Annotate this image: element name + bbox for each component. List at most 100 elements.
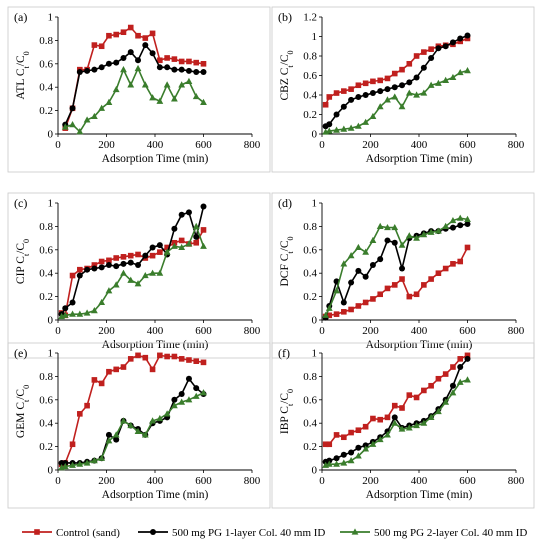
data-point bbox=[193, 239, 200, 246]
data-point bbox=[120, 254, 127, 260]
data-point bbox=[428, 54, 435, 61]
data-point bbox=[164, 64, 171, 71]
data-point bbox=[322, 311, 330, 318]
series-500-mg-pg-2-layer-col-40-mm-id bbox=[61, 64, 207, 135]
data-point bbox=[120, 417, 127, 424]
data-point bbox=[178, 66, 185, 73]
data-point bbox=[325, 460, 333, 467]
series-control-sand bbox=[322, 244, 471, 320]
x-tick-label: 400 bbox=[411, 139, 428, 151]
legend-label: 500 mg PG 2-layer Col. 40 mm ID bbox=[374, 527, 527, 539]
y-tick-label: 1 bbox=[312, 198, 318, 210]
data-point bbox=[105, 60, 112, 67]
legend-marker bbox=[150, 529, 156, 535]
data-point bbox=[105, 287, 113, 294]
data-point bbox=[193, 68, 200, 75]
x-tick-label: 800 bbox=[244, 475, 261, 487]
data-point bbox=[90, 307, 98, 314]
y-tick-label: 0.8 bbox=[39, 371, 53, 383]
panel-frame bbox=[7, 342, 271, 509]
data-point bbox=[185, 396, 193, 403]
data-point bbox=[69, 310, 76, 317]
y-tick-label: 0.4 bbox=[39, 418, 53, 430]
data-point bbox=[340, 125, 348, 132]
data-point bbox=[69, 105, 76, 112]
data-point bbox=[69, 461, 76, 468]
data-point bbox=[98, 264, 105, 271]
data-point bbox=[164, 353, 170, 360]
panel-4: 0 200 400 600 800 0 0.2 0.4 0.6 0.8 1 Adsorption Ti… bbox=[271, 192, 535, 359]
data-point bbox=[76, 272, 83, 279]
x-tick-label: 400 bbox=[147, 475, 164, 487]
data-point bbox=[112, 85, 120, 93]
y-tick-label: 0.6 bbox=[39, 58, 53, 70]
data-point bbox=[384, 414, 391, 421]
data-point bbox=[120, 260, 127, 267]
data-point bbox=[348, 306, 354, 313]
data-point bbox=[120, 269, 127, 276]
data-point bbox=[449, 224, 456, 231]
data-point bbox=[456, 378, 464, 385]
data-point bbox=[369, 262, 376, 269]
data-point bbox=[113, 436, 120, 443]
data-point bbox=[127, 81, 135, 88]
y-tick-label: 0.4 bbox=[303, 418, 317, 430]
data-point bbox=[355, 303, 362, 309]
data-point bbox=[322, 441, 329, 448]
data-point bbox=[84, 266, 91, 273]
data-point bbox=[83, 459, 91, 466]
y-tick-label: 0.8 bbox=[39, 221, 53, 233]
data-point bbox=[90, 112, 98, 120]
data-point bbox=[340, 451, 347, 458]
data-point bbox=[355, 267, 362, 274]
data-point bbox=[91, 265, 98, 272]
x-tick-label: 600 bbox=[195, 139, 212, 151]
data-point bbox=[399, 66, 405, 73]
data-point bbox=[69, 441, 76, 448]
data-point bbox=[376, 435, 384, 443]
y-tick-label: 0.4 bbox=[303, 268, 317, 280]
data-point bbox=[413, 394, 420, 401]
data-point bbox=[377, 416, 383, 423]
data-point bbox=[413, 74, 420, 81]
data-point bbox=[62, 305, 69, 312]
data-point bbox=[355, 444, 362, 451]
legend-item-500-mg-pg-1-layer-col-40-mm-id: 500 mg PG 1-layer Col. 40 mm ID bbox=[138, 527, 325, 539]
data-point bbox=[135, 57, 142, 64]
data-point bbox=[427, 228, 435, 235]
data-point bbox=[362, 248, 370, 255]
series-500-mg-pg-2-layer-col-40-mm-id bbox=[322, 67, 471, 135]
legend-label: Control (sand) bbox=[56, 527, 120, 539]
data-point bbox=[442, 265, 449, 272]
data-point bbox=[442, 76, 450, 83]
x-axis-label: Adsorption Time (min) bbox=[102, 489, 209, 501]
data-point bbox=[449, 216, 457, 224]
data-point bbox=[83, 116, 91, 123]
data-point bbox=[98, 298, 106, 306]
data-point bbox=[156, 269, 164, 276]
x-tick-label: 600 bbox=[459, 139, 476, 151]
data-point bbox=[127, 356, 134, 362]
data-point bbox=[456, 214, 464, 221]
data-point bbox=[76, 68, 83, 75]
chart-panels: 0 200 400 600 800 0 0.2 0.4 0.6 0.8 1 Adsorption Ti… bbox=[7, 6, 535, 509]
y-tick-label: 0.6 bbox=[303, 394, 317, 406]
data-point bbox=[69, 121, 76, 128]
data-point bbox=[200, 98, 207, 106]
data-point bbox=[106, 32, 112, 39]
panel-label: (c) bbox=[14, 196, 27, 210]
x-tick-label: 800 bbox=[508, 325, 525, 337]
data-point bbox=[464, 32, 471, 39]
x-tick-label: 200 bbox=[98, 325, 115, 337]
data-point bbox=[164, 244, 170, 251]
data-point bbox=[457, 258, 464, 265]
data-point bbox=[90, 457, 98, 464]
y-tick-label: 1 bbox=[312, 31, 318, 43]
legend-label: 500 mg PG 1-layer Col. 40 mm ID bbox=[172, 527, 325, 539]
data-point bbox=[457, 222, 464, 229]
data-point bbox=[413, 421, 420, 429]
legend-item-500-mg-pg-2-layer-col-40-mm-id: 500 mg PG 2-layer Col. 40 mm ID bbox=[340, 527, 527, 539]
data-point bbox=[163, 410, 171, 417]
y-tick-label: 0.2 bbox=[39, 105, 53, 117]
data-point bbox=[61, 462, 69, 470]
